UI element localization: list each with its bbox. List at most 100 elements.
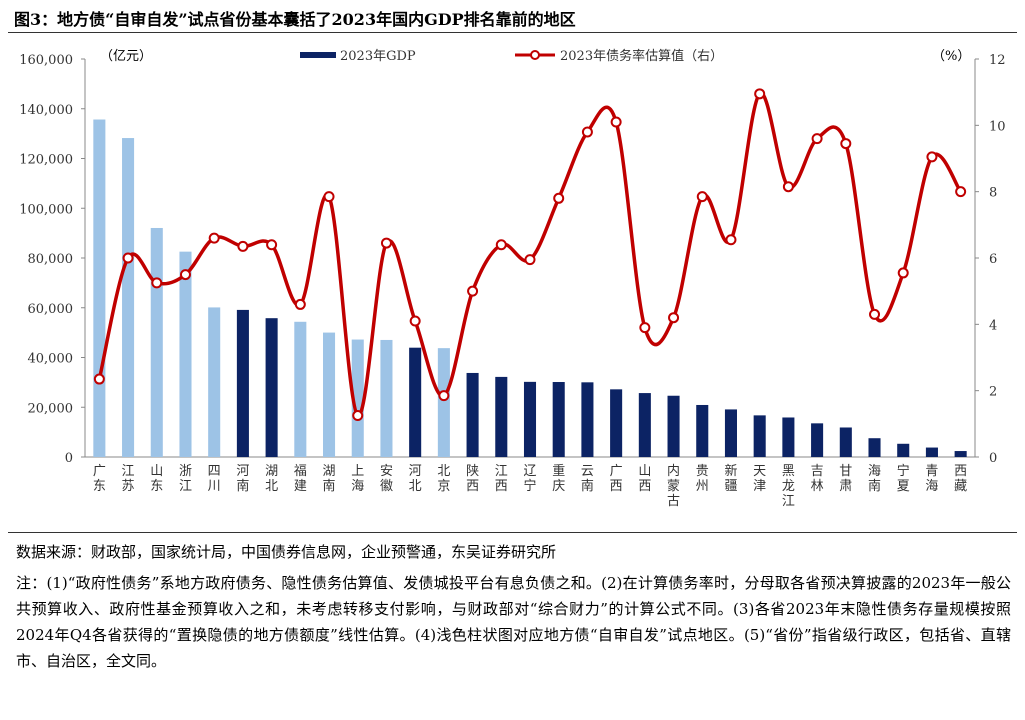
gdp-bar xyxy=(667,395,680,457)
debt-ratio-point xyxy=(495,239,507,251)
gdp-bar xyxy=(868,438,881,457)
x-tick-label: 河 xyxy=(236,464,249,479)
x-tick-label: 海 xyxy=(351,479,364,494)
x-tick-label: 四 xyxy=(208,464,221,479)
x-tick-label: 南 xyxy=(236,478,249,494)
x-tick-label: 北 xyxy=(437,464,450,479)
left-tick-label: 120,000 xyxy=(19,153,73,168)
debt-ratio-point xyxy=(581,126,593,138)
gdp-bar xyxy=(753,415,766,457)
x-tick-label: 云 xyxy=(581,464,594,479)
debt-ratio-point xyxy=(151,277,163,289)
debt-ratio-point xyxy=(409,315,421,327)
x-tick-label: 陕 xyxy=(466,464,479,479)
x-tick-label: 藏 xyxy=(954,479,967,494)
right-tick-label: 10 xyxy=(989,119,1006,134)
debt-ratio-point xyxy=(897,267,909,279)
x-tick-label: 疆 xyxy=(724,479,737,494)
x-tick-label: 天 xyxy=(753,464,766,479)
x-tick-label: 海 xyxy=(868,464,881,479)
x-tick-label: 宁 xyxy=(897,463,910,479)
x-tick-label: 广 xyxy=(93,464,106,479)
x-tick-label: 西 xyxy=(610,479,623,494)
x-tick-label: 江 xyxy=(495,464,508,479)
x-tick-label: 津 xyxy=(753,479,766,494)
debt-ratio-point xyxy=(610,116,622,128)
debt-ratio-point xyxy=(179,269,191,281)
debt-ratio-point xyxy=(467,285,479,297)
figure-title: 图3：地方债“自审自发”试点省份基本囊括了2023年国内GDP排名靠前的地区 xyxy=(14,10,576,29)
gdp-bar xyxy=(466,372,479,457)
gdp-bar xyxy=(724,409,737,457)
gdp-bar xyxy=(839,427,852,457)
x-tick-label: 宁 xyxy=(523,478,536,494)
debt-ratio-point xyxy=(93,373,105,385)
right-tick-label: 6 xyxy=(989,252,997,267)
x-tick-label: 上 xyxy=(351,464,364,479)
right-tick-label: 4 xyxy=(989,318,997,333)
right-tick-label: 12 xyxy=(989,53,1006,68)
x-tick-label: 湖 xyxy=(323,464,336,479)
x-tick-label: 安 xyxy=(380,464,393,479)
debt-ratio-point xyxy=(869,308,881,320)
x-tick-label: 川 xyxy=(208,479,221,494)
debt-ratio-point xyxy=(955,186,967,198)
debt-ratio-point xyxy=(208,232,220,244)
gdp-bar xyxy=(208,307,221,457)
x-tick-label: 西 xyxy=(495,479,508,494)
x-tick-label: 西 xyxy=(638,479,651,494)
x-tick-label: 广 xyxy=(610,464,623,479)
gdp-bar xyxy=(236,309,249,457)
right-tick-label: 0 xyxy=(989,451,997,466)
gdp-bar xyxy=(93,119,106,457)
right-tick-label: 2 xyxy=(989,385,997,400)
debt-ratio-point xyxy=(380,237,392,249)
x-tick-label: 东 xyxy=(150,479,163,494)
x-tick-label: 辽 xyxy=(523,464,536,479)
debt-ratio-point xyxy=(840,138,852,150)
x-tick-label: 京 xyxy=(437,479,450,494)
gdp-bar xyxy=(638,393,651,457)
gdp-bar xyxy=(150,227,163,457)
left-unit-label: （亿元） xyxy=(100,49,152,64)
x-tick-label: 山 xyxy=(638,464,651,479)
debt-ratio-point xyxy=(553,192,565,204)
gdp-bar xyxy=(294,321,307,457)
gdp-bar xyxy=(811,423,824,457)
x-tick-label: 龙 xyxy=(782,479,795,494)
right-tick-label: 8 xyxy=(989,186,997,201)
left-tick-label: 160,000 xyxy=(19,53,73,68)
data-source: 数据来源：财政部，国家统计局，中国债券信息网，企业预警通，东吴证券研究所 xyxy=(16,543,557,561)
x-tick-label: 西 xyxy=(466,479,479,494)
debt-ratio-point xyxy=(639,322,651,334)
top-divider xyxy=(8,32,1017,33)
debt-ratio-point xyxy=(811,133,823,145)
x-tick-label: 北 xyxy=(409,479,422,494)
gdp-bar xyxy=(581,382,594,457)
gdp-bar xyxy=(122,138,135,457)
x-tick-label: 贵 xyxy=(696,464,709,479)
x-tick-label: 建 xyxy=(294,479,307,494)
gdp-bar xyxy=(925,447,938,457)
gdp-bar xyxy=(552,382,565,457)
x-tick-label: 南 xyxy=(581,478,594,494)
debt-ratio-point xyxy=(438,390,450,402)
legend-bar-swatch xyxy=(300,52,336,58)
debt-ratio-point xyxy=(122,252,134,264)
gdp-bar xyxy=(351,339,364,457)
x-tick-label: 江 xyxy=(179,479,192,494)
x-tick-label: 夏 xyxy=(897,479,910,494)
debt-ratio-point xyxy=(266,239,278,251)
gdp-bar xyxy=(696,404,709,457)
debt-ratio-point xyxy=(668,312,680,324)
x-tick-label: 江 xyxy=(122,464,135,479)
gdp-bar xyxy=(437,348,450,457)
debt-ratio-point xyxy=(294,298,306,310)
left-tick-label: 60,000 xyxy=(28,302,74,317)
gdp-bar xyxy=(380,339,393,457)
x-tick-label: 南 xyxy=(323,478,336,494)
gdp-bar xyxy=(610,389,623,457)
gdp-bar xyxy=(954,451,967,457)
x-tick-label: 苏 xyxy=(122,478,135,494)
